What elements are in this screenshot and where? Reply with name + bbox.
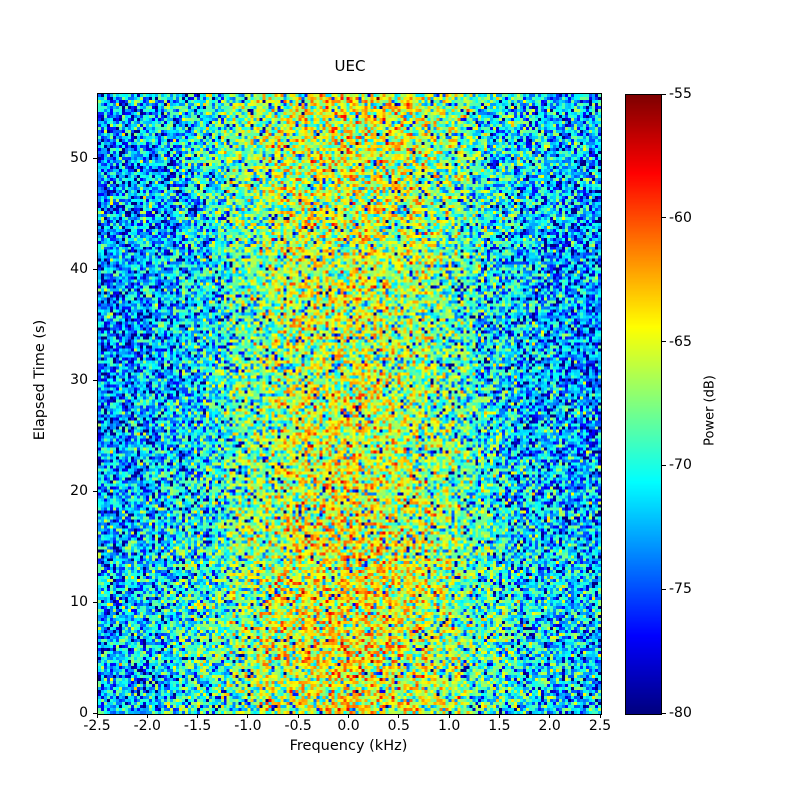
y-tick-mark [92, 712, 97, 714]
x-tick-mark [599, 714, 601, 718]
title-line-station: UEC [334, 57, 366, 75]
y-tick-mark [92, 601, 97, 603]
y-tick-label: 10 [70, 594, 88, 611]
y-tick-label: 0 [79, 705, 88, 721]
x-tick-mark [146, 714, 148, 718]
x-tick-label: 1.5 [488, 718, 511, 734]
colorbar-tick-mark [661, 93, 666, 95]
colorbar-gradient [626, 95, 661, 714]
x-tick-mark [297, 714, 299, 718]
x-tick-mark [96, 714, 98, 718]
x-tick-mark [398, 714, 400, 718]
colorbar-tick-mark [661, 464, 666, 466]
colorbar-tick-label: -60 [669, 209, 692, 226]
y-tick-label: 30 [70, 372, 88, 389]
y-tick-label: 20 [70, 483, 88, 500]
colorbar [625, 94, 662, 715]
spectrogram-image [98, 94, 601, 714]
x-tick-mark [498, 714, 500, 718]
x-tick-label: -1.0 [234, 718, 262, 734]
colorbar-label: Power (dB) [702, 375, 718, 446]
colorbar-tick-label: -65 [669, 333, 692, 350]
spectrogram-plot-area [97, 93, 602, 715]
x-axis-label: Frequency (kHz) [289, 738, 408, 754]
x-tick-label: -2.5 [83, 718, 111, 734]
colorbar-tick-label: -80 [669, 705, 692, 721]
colorbar-tick-mark [661, 217, 666, 219]
y-tick-label: 40 [70, 261, 88, 278]
x-tick-mark [549, 714, 551, 718]
colorbar-tick-label: -55 [669, 86, 692, 102]
x-tick-mark [197, 714, 199, 718]
x-tick-label: 1.0 [437, 718, 461, 734]
y-axis-label: Elapsed Time (s) [32, 319, 48, 441]
y-tick-mark [92, 268, 97, 270]
colorbar-tick-mark [661, 588, 666, 590]
y-tick-mark [92, 490, 97, 492]
colorbar-tick-label: -70 [669, 457, 692, 474]
x-tick-label: 0.0 [337, 718, 360, 734]
x-tick-mark [448, 714, 450, 718]
x-tick-label: -0.5 [284, 718, 312, 734]
colorbar-tick-label: -75 [669, 581, 692, 598]
x-tick-label: 2.5 [588, 718, 612, 734]
y-tick-mark [92, 379, 97, 381]
x-tick-mark [348, 714, 349, 718]
y-tick-mark [92, 157, 97, 159]
x-tick-label: -1.5 [183, 718, 212, 734]
x-tick-mark [247, 714, 249, 718]
colorbar-tick-mark [661, 712, 666, 714]
colorbar-tick-mark [661, 341, 666, 343]
x-tick-label: -2.0 [133, 718, 161, 734]
x-tick-label: 2.0 [538, 718, 561, 734]
x-tick-label: 0.5 [387, 718, 410, 734]
y-tick-label: 50 [70, 150, 88, 167]
